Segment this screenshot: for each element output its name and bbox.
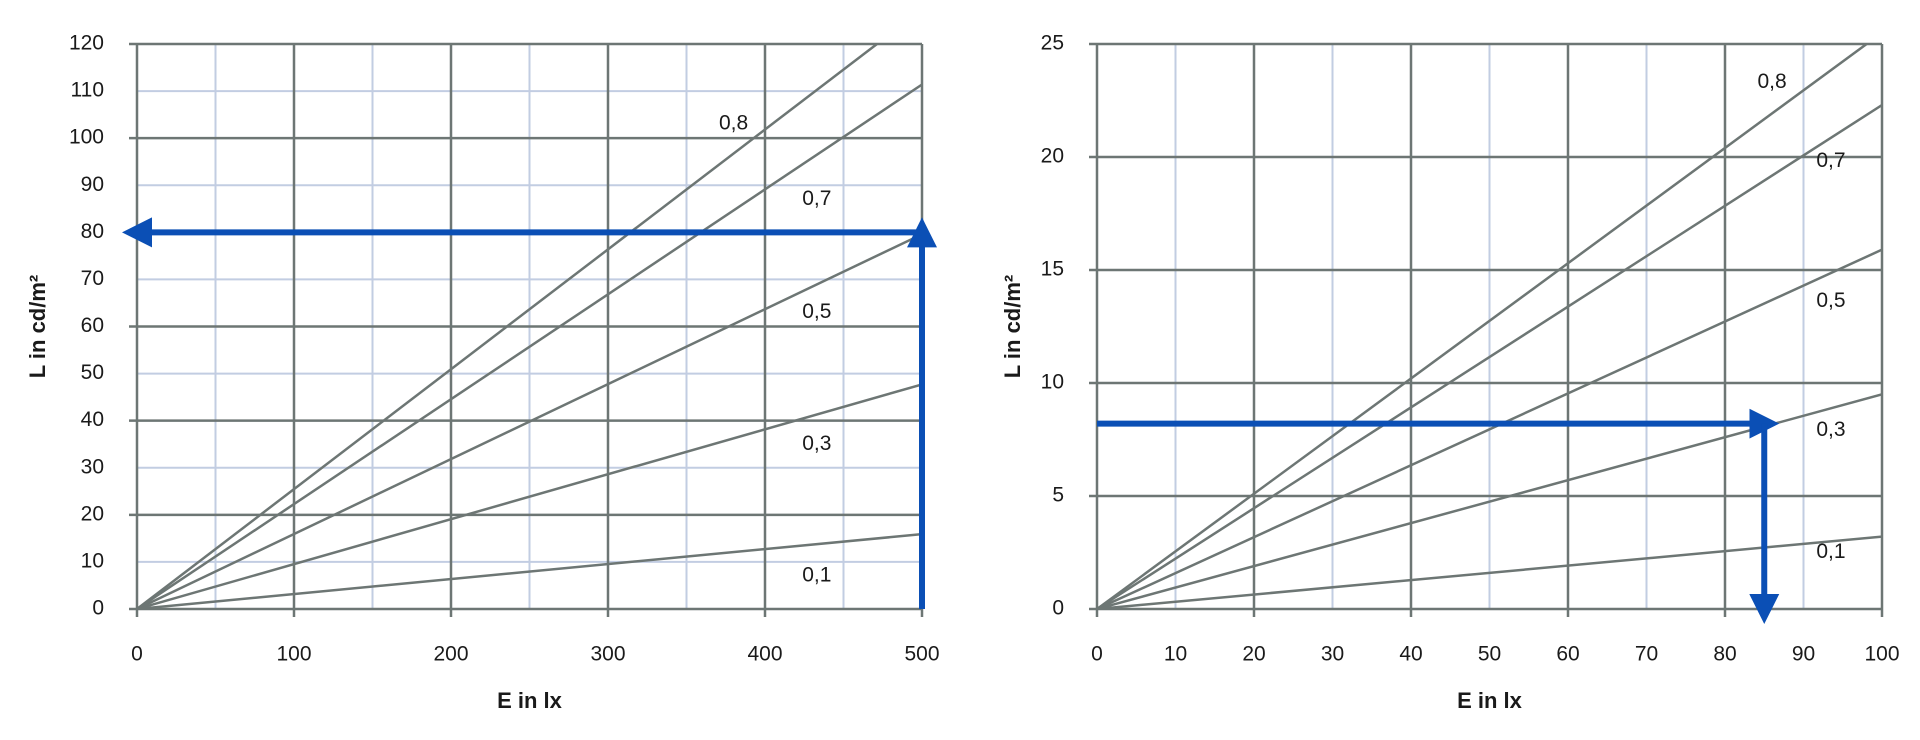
x-tick-label: 100 bbox=[1864, 643, 1899, 666]
series-lines bbox=[137, 44, 922, 609]
x-tick-label: 300 bbox=[590, 643, 625, 666]
x-tick-label: 30 bbox=[1321, 643, 1344, 666]
y-tick-label: 50 bbox=[81, 361, 104, 384]
y-axis-title: L in cd/m² bbox=[1000, 275, 1025, 379]
plot: 0 10 20 30 40 50 60 70 80 90 100 0 5 10 15 20 25 E in lx L… bbox=[1000, 32, 1900, 713]
y-tick-label: 10 bbox=[81, 549, 104, 572]
x-axis-title: E in lx bbox=[497, 688, 563, 713]
x-tick-label: 50 bbox=[1478, 643, 1501, 666]
y-tick-label: 30 bbox=[81, 455, 104, 478]
x-tick-label: 60 bbox=[1556, 643, 1579, 666]
series-line bbox=[1097, 248, 1882, 609]
series-line bbox=[1097, 44, 1869, 609]
y-tick-label: 25 bbox=[1041, 32, 1064, 55]
series-label: 0,1 bbox=[802, 564, 831, 587]
x-tick-label: 200 bbox=[433, 643, 468, 666]
series-label: 0,8 bbox=[1757, 70, 1786, 93]
plot: 0 100 200 300 400 500 0 10 20 30 40 50 60 70 80 90 100 11… bbox=[25, 32, 940, 713]
y-tick-label: 5 bbox=[1052, 484, 1064, 507]
x-tick-label: 40 bbox=[1399, 643, 1422, 666]
series-label: 0,5 bbox=[1816, 289, 1845, 312]
x-tick-label: 90 bbox=[1792, 643, 1815, 666]
y-axis-title: L in cd/m² bbox=[25, 275, 50, 379]
series-line bbox=[137, 383, 922, 609]
y-tick-label: 110 bbox=[71, 79, 104, 102]
y-tick-label: 80 bbox=[81, 220, 104, 243]
x-tick-label: 10 bbox=[1164, 643, 1187, 666]
series-label: 0,7 bbox=[802, 187, 831, 210]
y-tick-label: 90 bbox=[81, 173, 104, 196]
y-tick-label: 70 bbox=[81, 267, 104, 290]
x-tick-label: 20 bbox=[1242, 643, 1265, 666]
y-tick-label: 0 bbox=[92, 597, 104, 620]
y-tick-label: 10 bbox=[1041, 371, 1064, 394]
series-label: 0,5 bbox=[802, 300, 831, 323]
x-tick-label: 0 bbox=[1091, 643, 1103, 666]
series-line bbox=[1097, 535, 1882, 609]
series-line bbox=[137, 44, 880, 609]
series-line bbox=[1097, 103, 1882, 609]
series-label: 0,8 bbox=[719, 112, 748, 135]
series-line bbox=[137, 83, 922, 609]
series-label: 0,3 bbox=[1816, 418, 1845, 441]
series-line bbox=[137, 532, 922, 609]
y-tick-label: 100 bbox=[69, 126, 104, 149]
series-label: 0,3 bbox=[802, 432, 831, 455]
x-tick-label: 70 bbox=[1635, 643, 1658, 666]
y-tick-label: 40 bbox=[81, 408, 104, 431]
x-tick-label: 100 bbox=[276, 643, 311, 666]
y-tick-label: 20 bbox=[81, 502, 104, 525]
series-label: 0,7 bbox=[1816, 149, 1845, 172]
x-tick-label: 400 bbox=[747, 643, 782, 666]
y-tick-label: 20 bbox=[1041, 145, 1064, 168]
x-axis-title: E in lx bbox=[1457, 688, 1523, 713]
series-label: 0,1 bbox=[1816, 540, 1845, 563]
y-tick-label: 120 bbox=[69, 32, 104, 55]
y-tick-label: 0 bbox=[1052, 597, 1064, 620]
y-tick-label: 60 bbox=[81, 314, 104, 337]
x-tick-label: 80 bbox=[1713, 643, 1736, 666]
y-tick-label: 15 bbox=[1041, 258, 1064, 281]
series-line bbox=[137, 233, 922, 609]
x-tick-label: 0 bbox=[131, 643, 143, 666]
x-tick-label: 500 bbox=[904, 643, 939, 666]
